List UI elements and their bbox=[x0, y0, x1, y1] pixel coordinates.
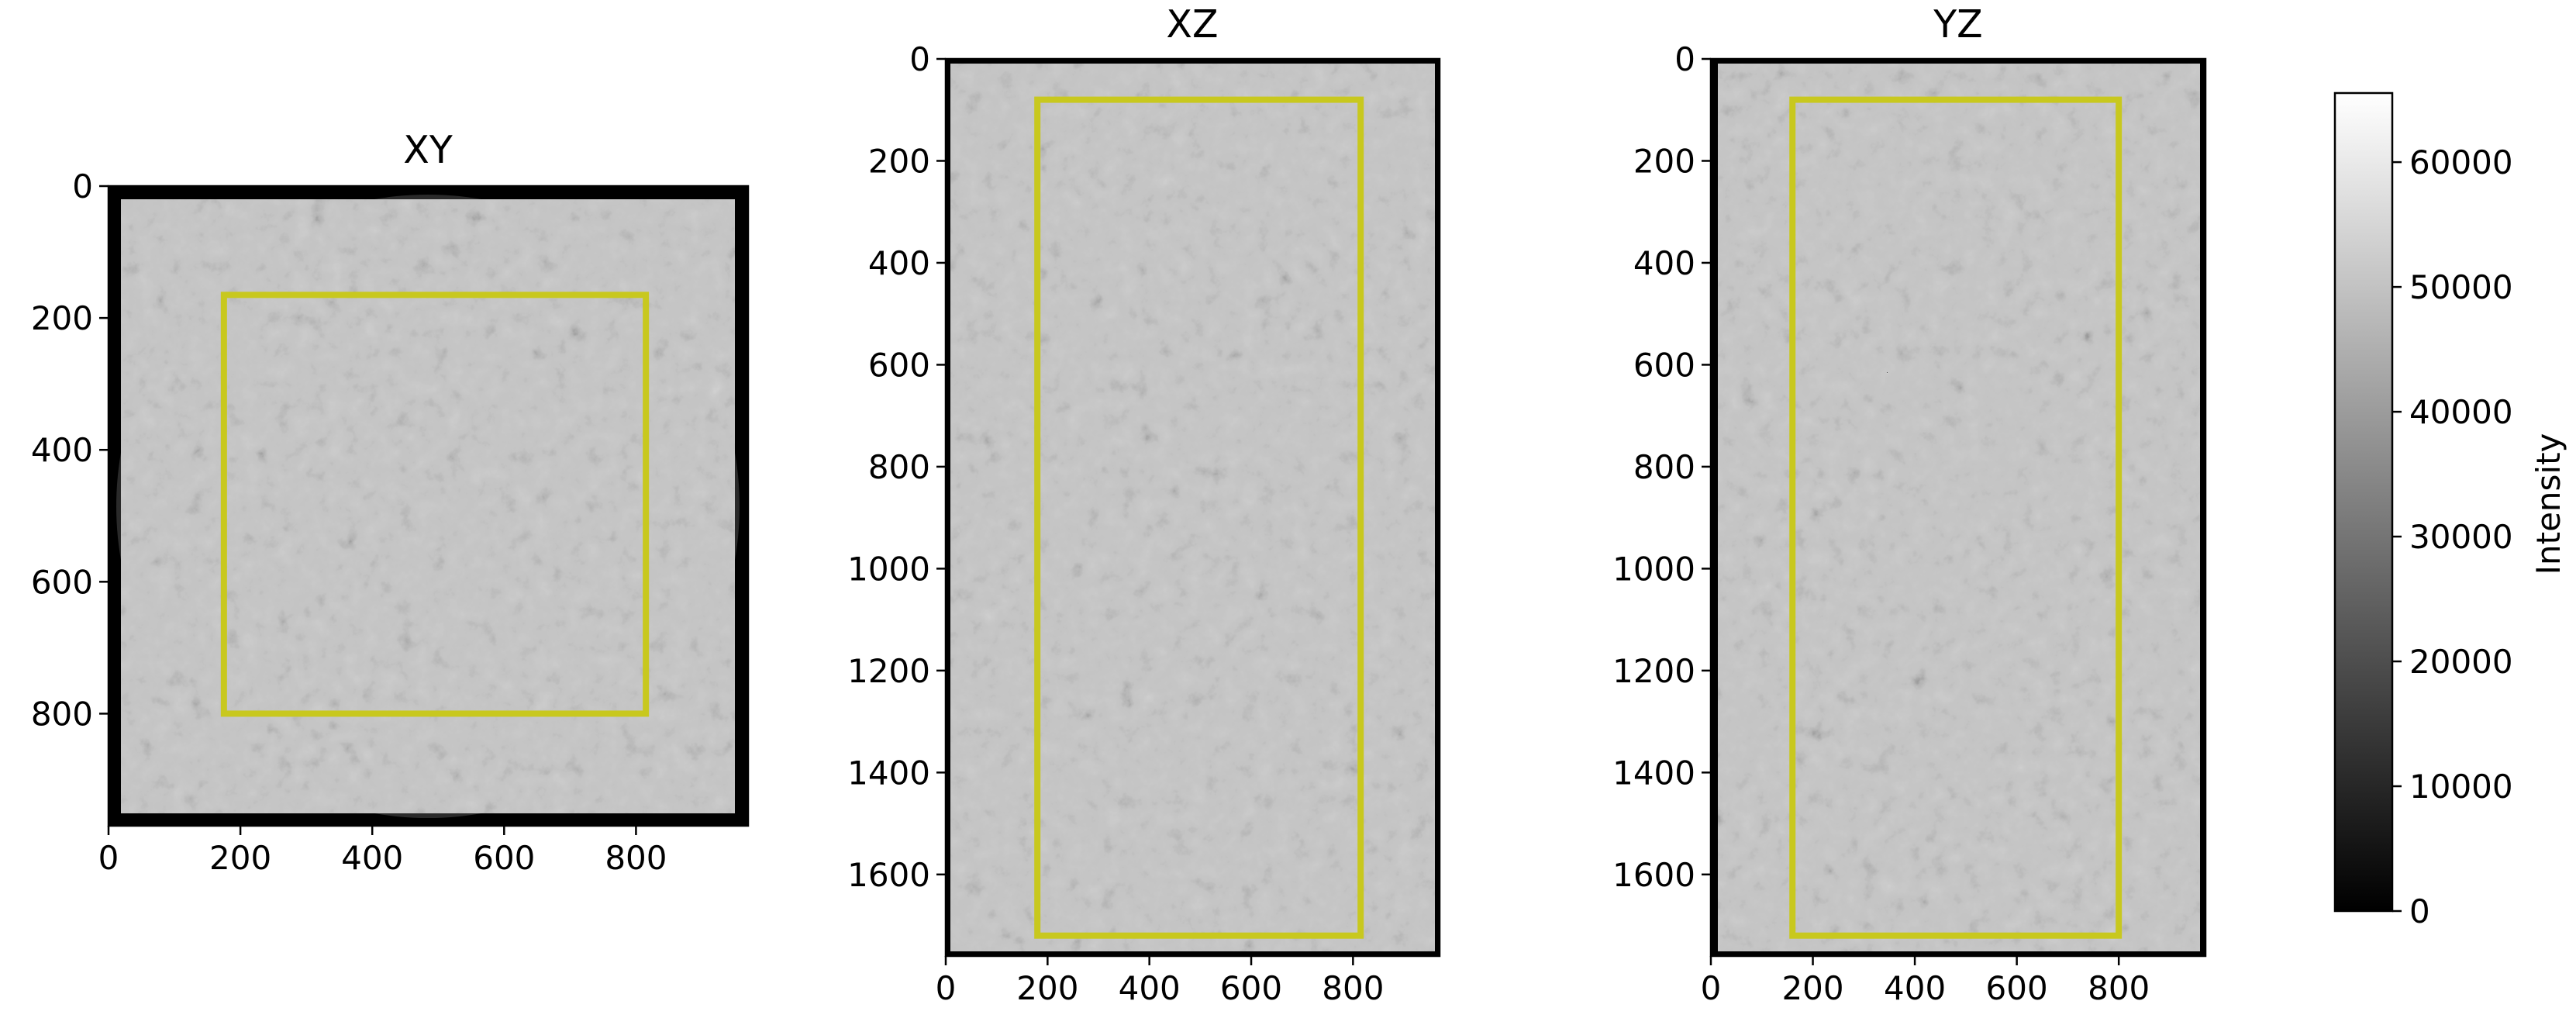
xz-y-tick-label: 200 bbox=[868, 142, 930, 180]
xy-x-tick-label: 400 bbox=[341, 839, 403, 877]
xy-roi-box bbox=[220, 292, 650, 717]
xz-y-tick-label: 1200 bbox=[847, 652, 930, 690]
colorbar-tick-label: 0 bbox=[2409, 892, 2430, 930]
colorbar-tick-label: 20000 bbox=[2409, 643, 2513, 681]
xz-roi-box bbox=[1034, 96, 1364, 939]
colorbar: 0 10000 20000 30000 40000 50000 60000 Intensit… bbox=[2333, 91, 2567, 930]
yz-x-tick-label: 400 bbox=[1884, 969, 1946, 1007]
xy-slice-image bbox=[109, 186, 748, 826]
xz-axes-frame bbox=[944, 57, 1441, 958]
xz-y-tick-label: 800 bbox=[868, 448, 930, 486]
colorbar-label: Intensity bbox=[2529, 433, 2567, 575]
xy-y-tick-label: 600 bbox=[31, 563, 93, 601]
yz-y-tick-label: 1600 bbox=[1612, 856, 1695, 894]
yz-axes-frame bbox=[1709, 57, 2207, 958]
xy-x-tick-label: 200 bbox=[209, 839, 271, 877]
colorbar-tick-group: 0 10000 20000 30000 40000 50000 60000 bbox=[2392, 143, 2513, 930]
panel-xy: XY 0 200 400 600 800 0 200 400 600 800 bbox=[31, 128, 750, 877]
xy-x-tick-label: 600 bbox=[473, 839, 535, 877]
xy-y-tick-label: 200 bbox=[31, 299, 93, 337]
colorbar-tick-label: 60000 bbox=[2409, 143, 2513, 181]
xz-x-tick-label: 600 bbox=[1220, 969, 1282, 1007]
xz-x-tick-label: 200 bbox=[1016, 969, 1078, 1007]
yz-y-tick-label: 0 bbox=[1674, 40, 1695, 78]
colorbar-tick-label: 10000 bbox=[2409, 768, 2513, 806]
xy-y-tick-label: 0 bbox=[72, 167, 93, 205]
yz-x-tick-label: 600 bbox=[1986, 969, 2048, 1007]
xz-x-tick-label: 400 bbox=[1119, 969, 1181, 1007]
xz-y-tick-label: 1000 bbox=[847, 550, 930, 588]
colorbar-tick-label: 50000 bbox=[2409, 268, 2513, 306]
xz-panel-title: XZ bbox=[1166, 2, 1218, 47]
xz-y-tick-label: 1600 bbox=[847, 856, 930, 894]
yz-slice-image bbox=[1711, 59, 2205, 956]
yz-y-tick-label: 1200 bbox=[1612, 652, 1695, 690]
yz-y-tick-label: 1000 bbox=[1612, 550, 1695, 588]
colorbar-tick-label: 30000 bbox=[2409, 518, 2513, 556]
xz-x-tick-label: 800 bbox=[1322, 969, 1384, 1007]
yz-x-tick-label: 200 bbox=[1781, 969, 1843, 1007]
yz-y-tick-label: 800 bbox=[1633, 448, 1695, 486]
yz-panel-title: YZ bbox=[1933, 2, 1983, 47]
xy-x-tick-label: 800 bbox=[605, 839, 667, 877]
yz-y-tick-label: 600 bbox=[1633, 346, 1695, 384]
colorbar-gradient bbox=[2335, 93, 2392, 911]
xz-y-tick-label: 400 bbox=[868, 244, 930, 282]
xy-panel-title: XY bbox=[403, 128, 453, 172]
panel-xz: XZ 0 200 400 600 800 0 200 400 600 800 1000 1200 140… bbox=[847, 2, 1441, 1007]
yz-y-tick-label: 400 bbox=[1633, 244, 1695, 282]
yz-roi-box bbox=[1789, 96, 2123, 939]
xy-y-tick-label: 400 bbox=[31, 431, 93, 469]
xy-y-tick-label: 800 bbox=[31, 695, 93, 733]
yz-y-tick-label: 1400 bbox=[1612, 754, 1695, 792]
colorbar-frame bbox=[2333, 91, 2394, 913]
colorbar-tick-label: 40000 bbox=[2409, 393, 2513, 431]
xz-y-tick-label: 1400 bbox=[847, 754, 930, 792]
yz-y-tick-label: 200 bbox=[1633, 142, 1695, 180]
yz-x-tick-label: 0 bbox=[1701, 969, 1722, 1007]
yz-tick-group: 0 200 400 600 800 0 200 400 600 800 1000 1200 1400 16… bbox=[1612, 40, 2150, 1007]
xy-x-tick-label: 0 bbox=[98, 839, 119, 877]
xz-x-tick-label: 0 bbox=[936, 969, 957, 1007]
xy-axes-frame bbox=[107, 185, 750, 827]
yz-x-tick-label: 800 bbox=[2088, 969, 2150, 1007]
xz-y-tick-label: 0 bbox=[909, 40, 930, 78]
xz-slice-image bbox=[946, 59, 1440, 956]
xz-y-tick-label: 600 bbox=[868, 346, 930, 384]
xz-tick-group: 0 200 400 600 800 0 200 400 600 800 1000 1200 1400 16… bbox=[847, 40, 1384, 1007]
xy-tick-group: 0 200 400 600 800 0 200 400 600 800 bbox=[31, 167, 667, 877]
panel-yz: YZ 0 200 400 600 800 0 200 400 600 800 1000 1200 140… bbox=[1612, 2, 2207, 1007]
